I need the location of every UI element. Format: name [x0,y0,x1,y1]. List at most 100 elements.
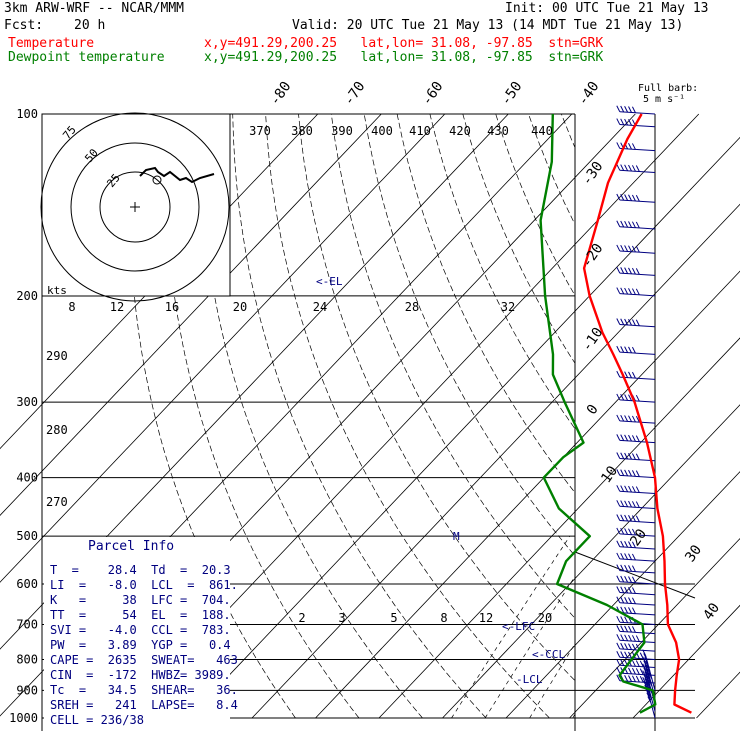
wind-barb-flag [616,118,621,125]
wind-barb-flag [616,674,621,681]
wind-barb-flag [616,318,621,325]
wind-barb-staff [619,293,656,297]
isotherm-label: 0 [584,402,602,418]
wind-barb-staff [619,558,656,562]
wind-barb-flag [620,552,625,560]
wind-barb-staff [619,602,656,606]
mixing-ratio-label: 2 [298,611,305,625]
wind-barb-staff [619,621,656,625]
isotherm-line [0,113,382,516]
theta-label: 430 [487,124,509,138]
wind-barb-flag [624,106,629,113]
wind-barb-staff [619,505,656,510]
dry-adiabat-label: 280 [46,423,68,437]
isotherm-label: -40 [575,79,603,109]
wind-barb-flag [631,288,636,295]
wind-barb-staff [619,533,656,537]
wind-barb-flag [644,664,649,671]
wind-barb-flag [616,659,621,666]
isotherm-line [188,136,740,719]
wind-barb-flag [616,552,621,560]
wind-barb-flag [616,642,621,650]
mixing-ratio-line [484,575,575,719]
mixing-ratio-label: 20 [233,300,247,314]
wind-barb-flag [624,528,629,535]
isotherm-line [251,203,740,719]
wind-barb-staff [619,612,656,616]
pressure-tick-label: 400 [16,471,38,485]
dry-adiabat-line [298,114,575,682]
wind-barb-flag [628,469,632,477]
wind-barb-flag [631,553,636,561]
wind-barb-staff [619,420,656,424]
wind-barb-flag [624,452,629,460]
wind-barb-flag [624,434,629,442]
wind-barb-flag [624,514,629,522]
wind-barb-flag [620,318,625,325]
parcel-info-title: Parcel Info [88,539,175,554]
wind-barb-flag [631,486,636,493]
dry-adiabat-line [627,114,740,718]
wind-barb-flag [616,564,621,571]
wind-barb-flag [645,660,650,668]
wind-barb-flag [624,597,629,604]
wind-barb-staff [619,124,656,128]
wind-barb-flag [644,657,649,664]
wind-barb-flag [628,528,632,535]
isotherm-line [378,337,740,719]
wind-barb-flag [616,164,621,171]
pressure-tick-label: 100 [16,107,38,121]
wind-barb-flag [631,371,636,379]
pressure-tick-label: 600 [16,577,38,591]
wind-barb-flag [643,660,648,667]
wind-barb-flag [624,318,629,326]
wind-barb-flag [624,415,629,422]
wind-barb-staff [619,111,656,115]
wind-barb-flag [635,435,640,442]
level-marker-ccl: <-CCL [532,648,565,661]
wind-barb-flag [624,564,629,572]
wind-barb-flag [628,553,632,560]
mixing-ratio-label: 3 [338,611,345,625]
wind-barb-flag [624,164,629,172]
parcel-info-panel: Parcel Info T = 28.4 Td = 20.3 LI = -8.0… [44,537,238,727]
wind-barb-flag [639,652,644,659]
wind-barb-flag [624,220,629,228]
wind-barb-flag [620,220,625,228]
wind-barb-flag [624,553,629,560]
wind-barb-flag [631,415,636,423]
wind-barb-flag [639,676,644,683]
parcel-info-bg [44,537,230,727]
isotherm-line [632,604,740,719]
wind-barb-flag [643,667,648,674]
level-marker-lfc: <-LFC [502,620,535,633]
wind-barb-flag [628,434,632,442]
wind-barb-flag [645,681,650,689]
wind-barb-staff [619,439,656,444]
wind-barb-flag [631,541,636,548]
mixing-ratio-line [529,643,575,719]
hodograph-unit-label: kts [47,284,67,297]
dry-adiabat-line [462,114,575,364]
pressure-tick-label: 900 [16,683,38,697]
isotherm-line [569,537,740,719]
wind-barb-flag [628,565,632,572]
wind-barb-flag [628,452,632,460]
wind-barb-staff [619,581,656,585]
dry-adiabat-line [561,114,575,149]
dry-adiabat-line [265,114,550,719]
wind-barb-staff [619,169,656,174]
wind-barb-flag [628,245,632,252]
isotherm-label: -60 [419,79,447,109]
wind-barb-flag [631,106,636,113]
wind-barb-flag [635,675,640,683]
wind-barb-flag [616,615,621,623]
dry-adiabat-line [429,114,575,430]
wind-barb-flag [620,634,625,641]
wind-barb-flag [624,634,629,642]
wind-barb-staff [619,226,656,230]
wind-barb-flag [631,607,636,614]
mixing-ratio-label: 12 [479,611,493,625]
wind-barb-flag [620,596,625,604]
